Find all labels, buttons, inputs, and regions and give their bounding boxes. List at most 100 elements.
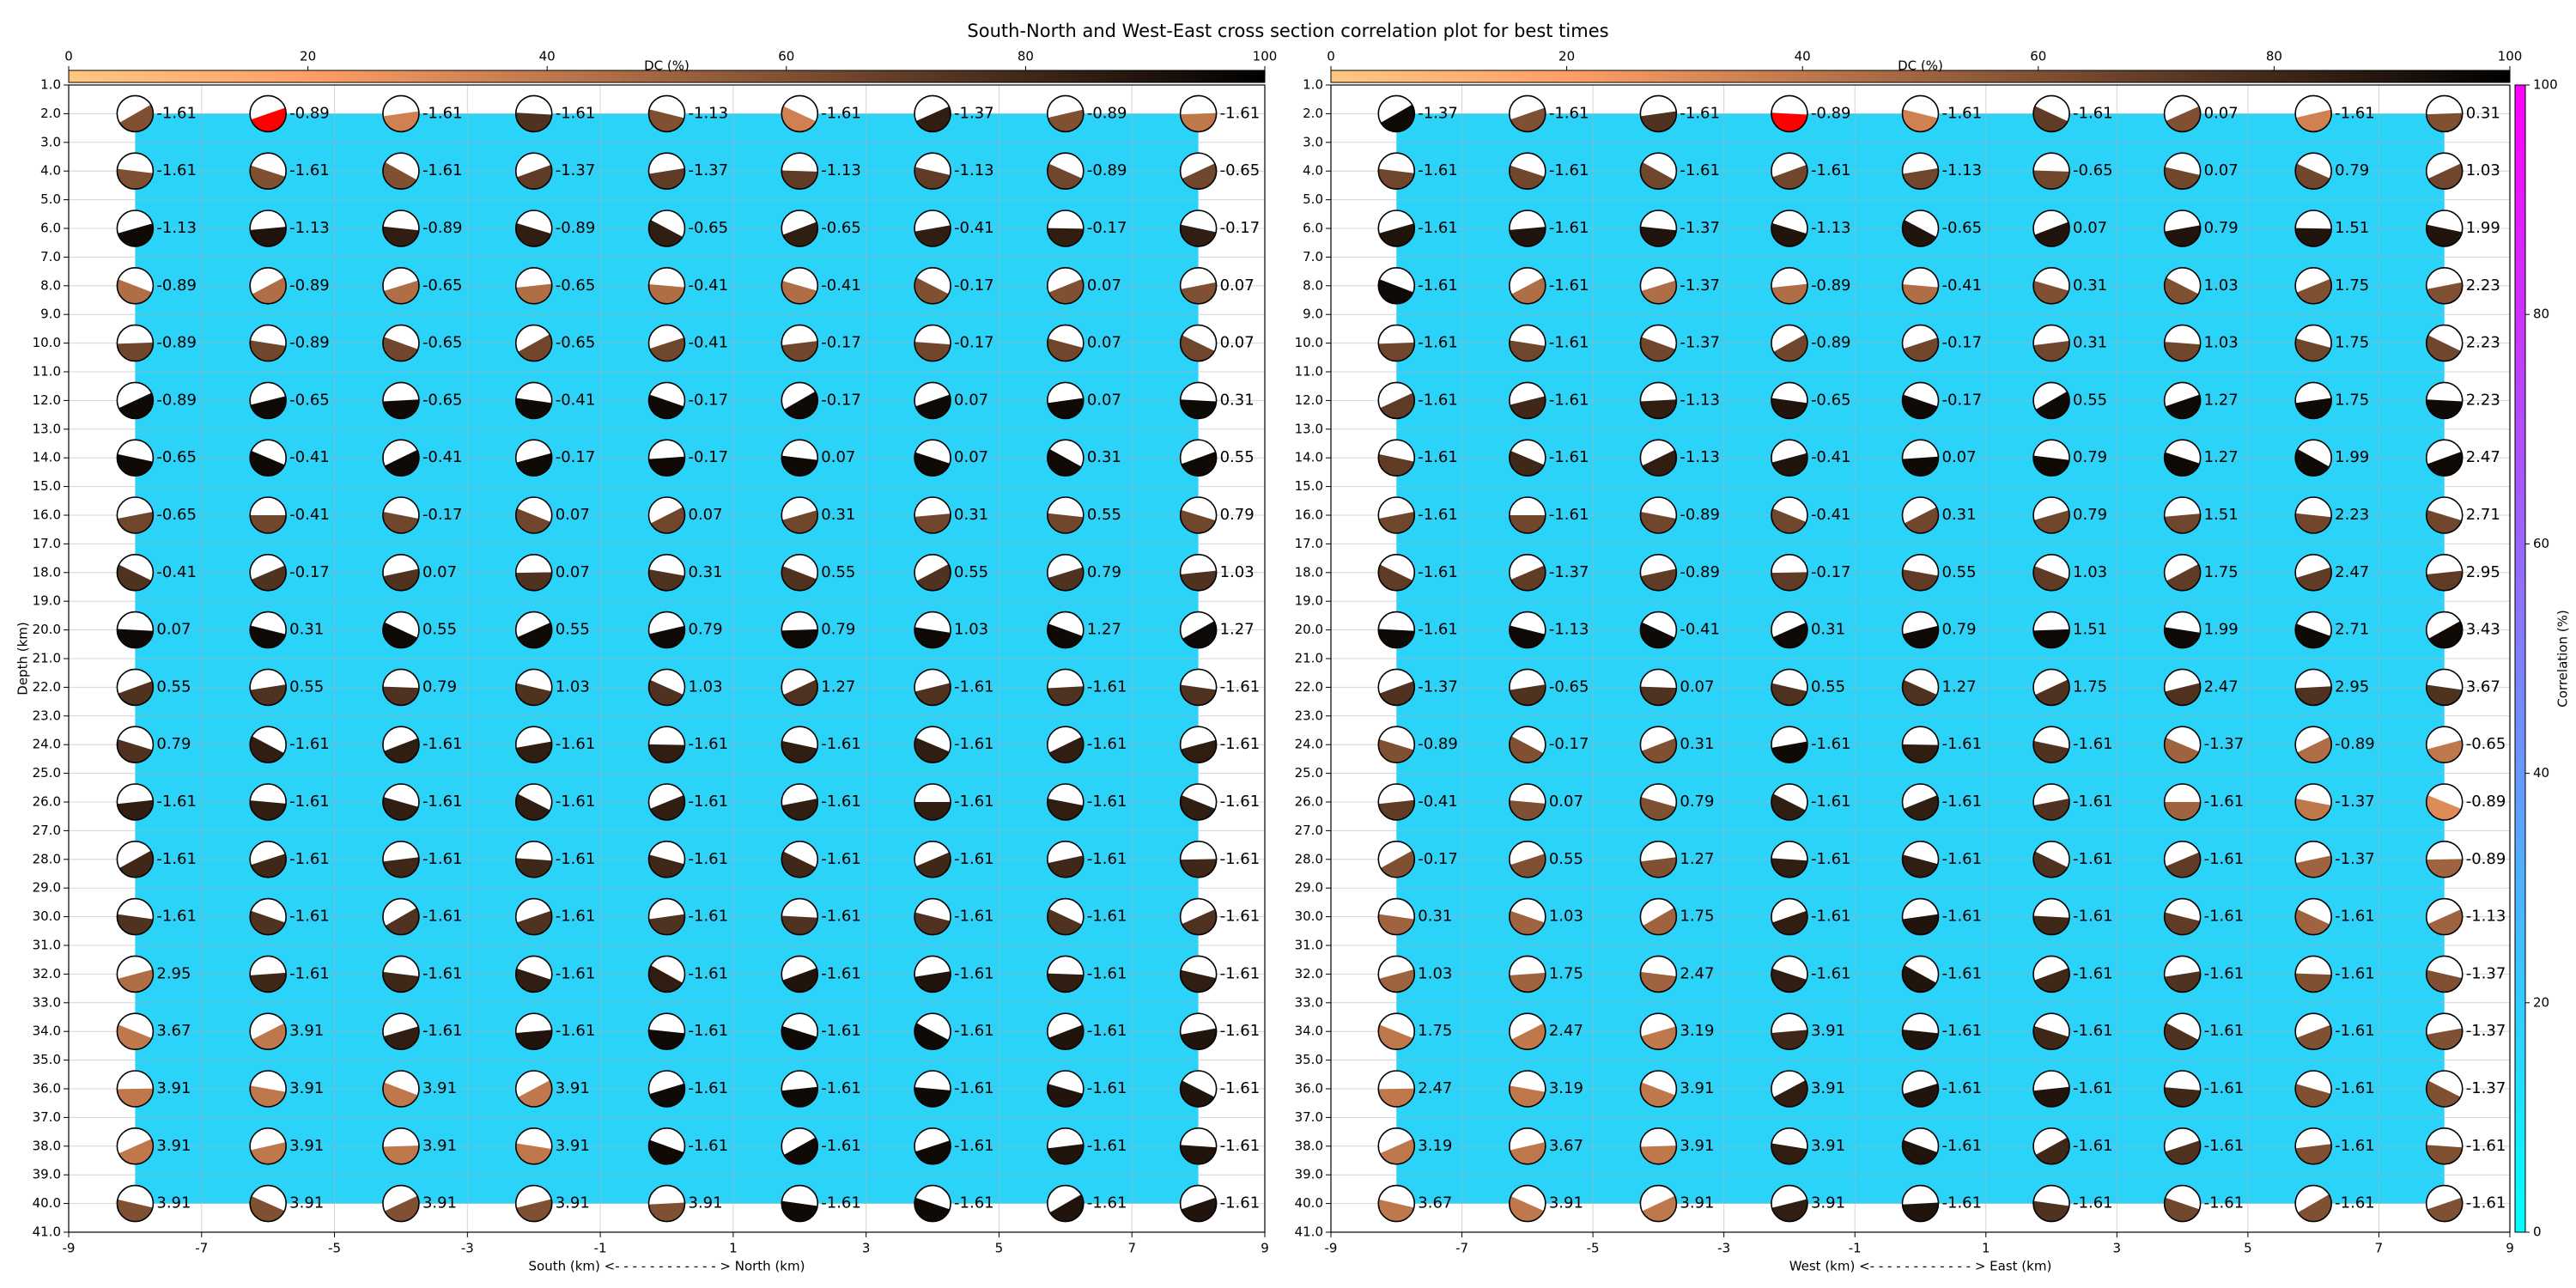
beachball xyxy=(1771,1127,1808,1165)
value-label: -1.37 xyxy=(1680,276,1720,295)
value-label: 3.91 xyxy=(422,1194,457,1212)
beachball xyxy=(1179,1127,1218,1165)
beachball xyxy=(1639,381,1678,420)
x-tick-label: 7 xyxy=(2375,1241,2384,1256)
beachball xyxy=(1047,152,1084,190)
value-label: -1.61 xyxy=(821,104,861,122)
beachball xyxy=(1179,324,1218,362)
value-label: -1.61 xyxy=(689,1137,729,1155)
value-label: 2.95 xyxy=(156,964,191,982)
y-tick-label: 35.0 xyxy=(1295,1052,1323,1067)
beachball xyxy=(1047,553,1084,592)
beachball xyxy=(1509,324,1546,362)
value-label: -0.41 xyxy=(1942,276,1983,295)
beachball xyxy=(2163,553,2202,592)
beachball xyxy=(2032,152,2070,190)
beachball xyxy=(914,897,951,936)
value-label: -1.61 xyxy=(1418,334,1458,352)
beachball xyxy=(1901,324,1940,362)
value-label: 1.03 xyxy=(954,621,988,639)
value-label: 0.79 xyxy=(689,621,723,639)
beachball xyxy=(2163,897,2202,936)
beachball xyxy=(781,152,819,190)
beachball xyxy=(249,726,287,764)
beachball xyxy=(2425,668,2464,707)
beachball xyxy=(1771,1012,1808,1050)
y-tick-label: 12.0 xyxy=(33,392,61,408)
value-label: 0.79 xyxy=(156,735,191,753)
y-tick-label: 15.0 xyxy=(33,478,61,494)
beachball xyxy=(249,210,287,247)
beachball xyxy=(249,783,287,821)
value-label: -1.61 xyxy=(1942,1137,1983,1155)
value-label: 2.95 xyxy=(2466,563,2500,581)
beachball xyxy=(2294,955,2332,993)
value-label: -1.61 xyxy=(821,793,861,811)
x-tick-label: 5 xyxy=(995,1241,1004,1256)
value-label: -0.41 xyxy=(156,563,197,581)
beachball xyxy=(1179,94,1218,133)
y-tick-label: 23.0 xyxy=(33,708,61,723)
beachball xyxy=(514,955,553,993)
value-label: -1.61 xyxy=(2073,1137,2113,1155)
value-label: -1.61 xyxy=(2335,104,2375,122)
beachball xyxy=(2163,210,2202,247)
axes-frame xyxy=(1330,84,2511,1233)
value-label: -0.17 xyxy=(1811,563,1851,581)
beachball xyxy=(914,210,951,247)
value-label: -1.61 xyxy=(954,908,994,926)
beachball xyxy=(382,668,420,707)
dc-colorbar-tick-label: 0 xyxy=(64,49,73,64)
beachball xyxy=(249,1070,287,1108)
value-label: -1.13 xyxy=(156,219,197,237)
value-label: 3.91 xyxy=(556,1137,590,1155)
beachball xyxy=(249,266,287,305)
beachball xyxy=(1901,94,1940,133)
x-tick-label: 3 xyxy=(2113,1241,2122,1256)
value-label: -1.61 xyxy=(2335,1137,2375,1155)
dc-colorbar-label: DC (%) xyxy=(1898,58,1943,74)
beachball xyxy=(781,1012,819,1050)
value-label: 0.07 xyxy=(556,563,590,581)
beachball xyxy=(2294,897,2332,936)
y-tick-label: 22.0 xyxy=(33,679,61,695)
value-label: 0.31 xyxy=(1220,391,1255,409)
value-label: -1.61 xyxy=(556,735,596,753)
value-label: -1.61 xyxy=(1418,219,1458,237)
value-label: 1.99 xyxy=(2335,448,2369,466)
value-label: -0.89 xyxy=(1418,735,1458,753)
value-label: -0.41 xyxy=(689,276,729,295)
beachball xyxy=(249,152,287,190)
value-label: 0.55 xyxy=(2073,391,2107,409)
beachball xyxy=(1377,496,1416,534)
y-tick-label: 3.0 xyxy=(40,134,61,149)
value-label: 1.03 xyxy=(1220,563,1255,581)
beachball xyxy=(2294,381,2332,420)
y-tick-label: 28.0 xyxy=(33,851,61,866)
beachball xyxy=(914,783,951,821)
value-label: -0.17 xyxy=(1418,850,1458,868)
value-label: 1.51 xyxy=(2073,621,2107,639)
value-label: -1.61 xyxy=(556,908,596,926)
beachball xyxy=(116,496,155,534)
x-tick-label: 9 xyxy=(1261,1241,1269,1256)
value-label: 0.79 xyxy=(2335,161,2369,179)
value-label: -1.61 xyxy=(821,1079,861,1097)
beachball xyxy=(116,783,155,821)
beachball xyxy=(914,955,951,993)
value-label: -0.41 xyxy=(689,334,729,352)
value-label: 2.47 xyxy=(2335,563,2369,581)
beachball xyxy=(1901,266,1940,305)
y-tick-label: 29.0 xyxy=(33,880,61,896)
value-label: -0.17 xyxy=(1549,735,1589,753)
value-label: -1.61 xyxy=(1811,735,1851,753)
beachball xyxy=(914,1012,951,1050)
y-tick-label: 35.0 xyxy=(33,1052,61,1067)
x-tick-label: -3 xyxy=(1717,1241,1730,1256)
x-axis-label: South (km) <- - - - - - - - - - - - > No… xyxy=(529,1259,805,1274)
beachball xyxy=(1047,1184,1084,1223)
beachball xyxy=(1639,1184,1678,1223)
beachball xyxy=(2425,897,2464,936)
beachball xyxy=(1771,611,1808,649)
beachball xyxy=(1047,266,1084,305)
